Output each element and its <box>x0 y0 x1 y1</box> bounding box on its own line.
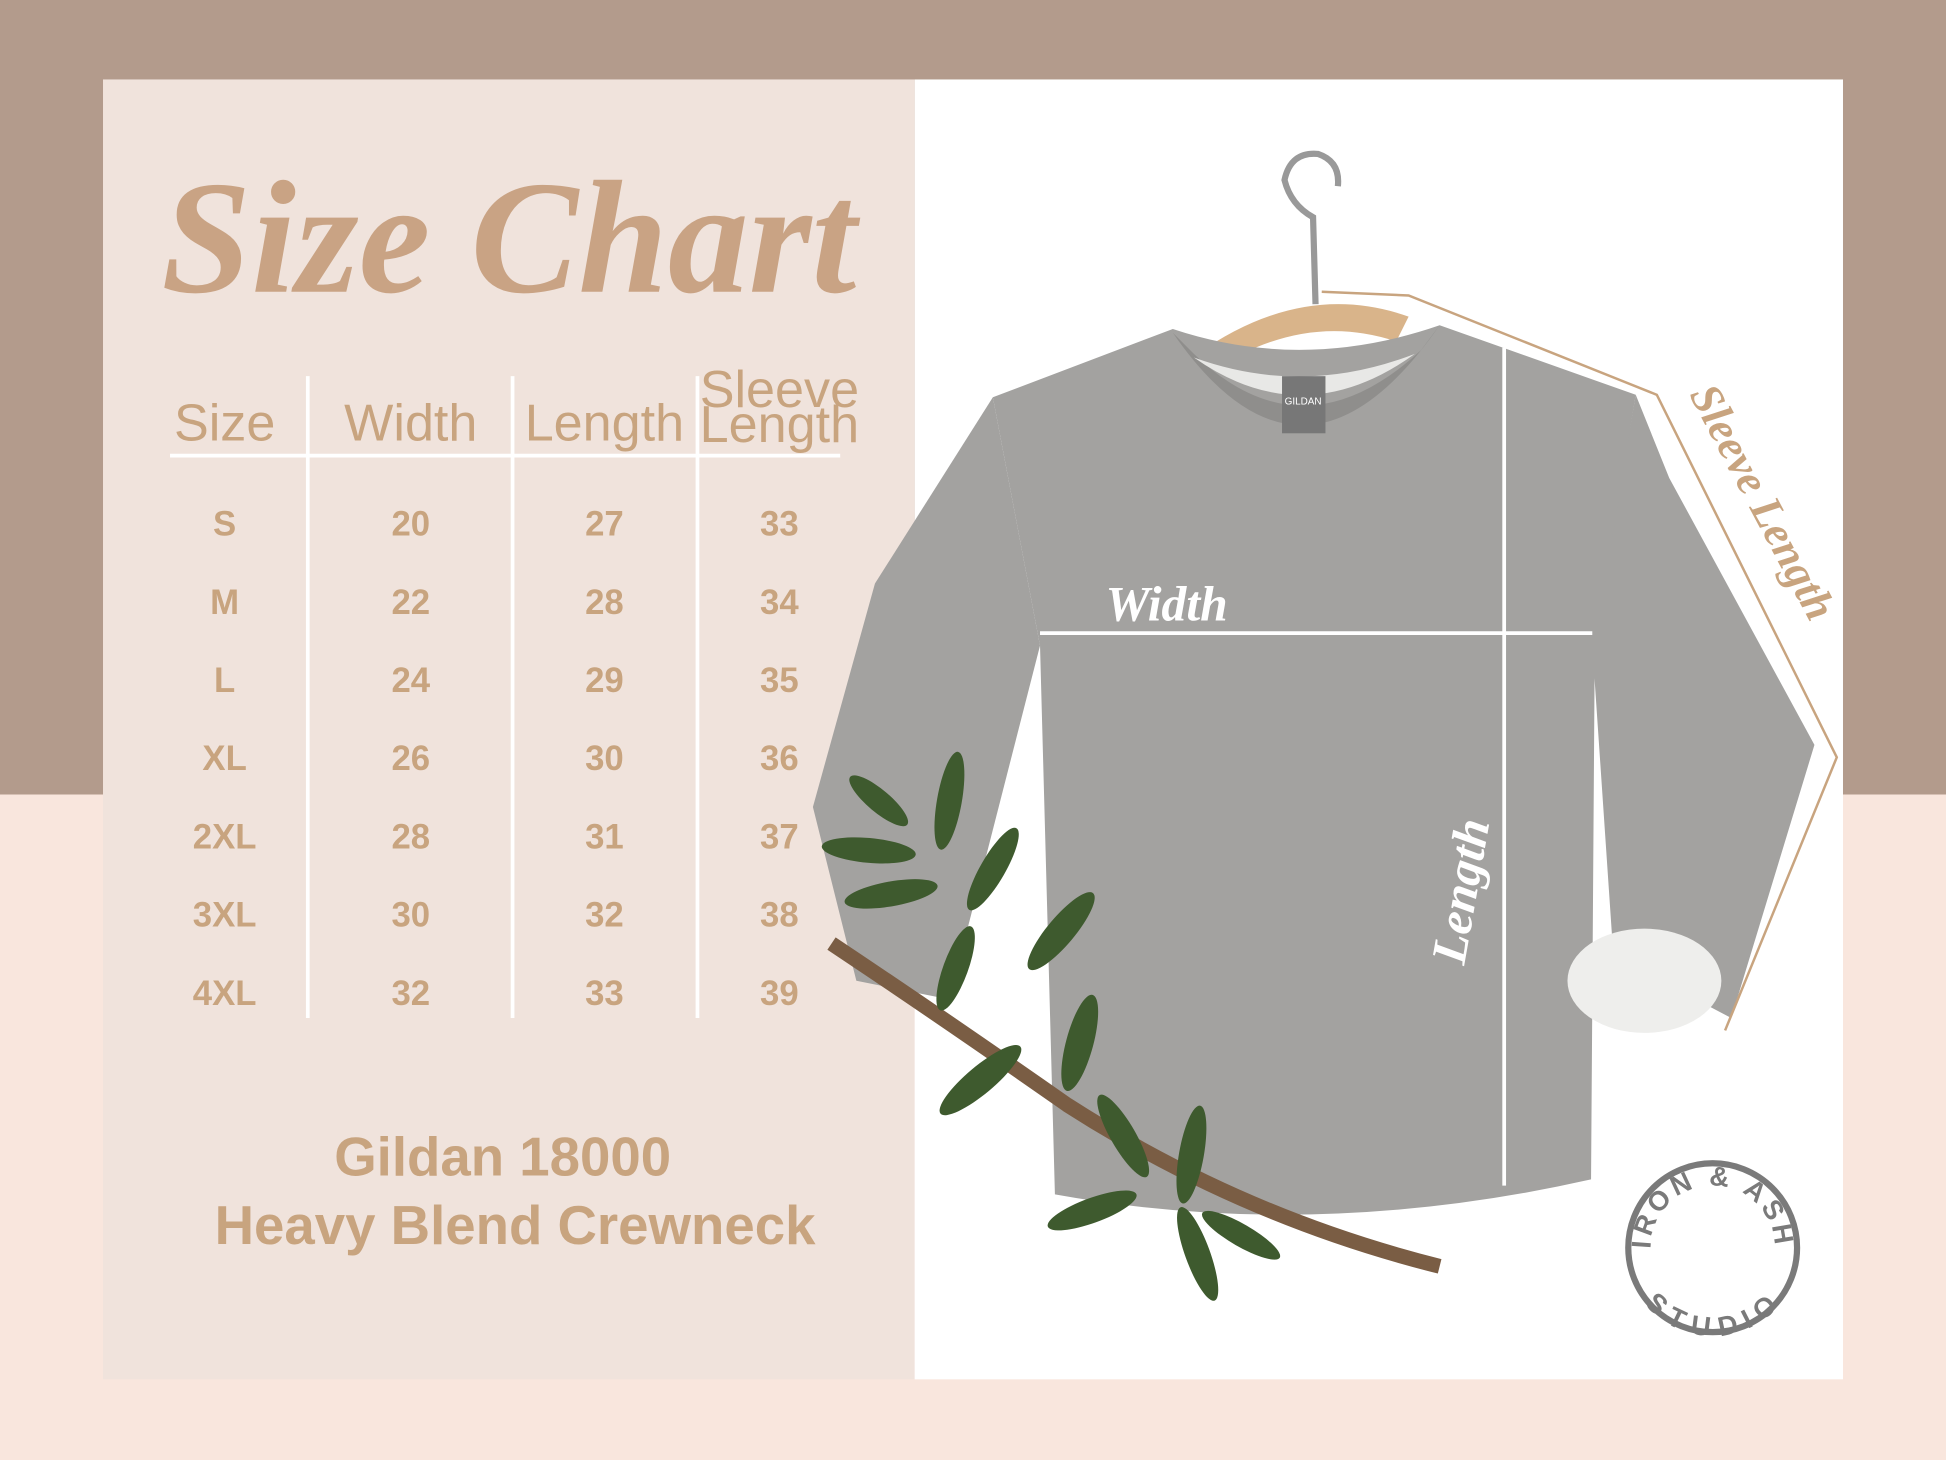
table-cell: 24 <box>391 662 430 700</box>
table-cell: 34 <box>760 584 799 622</box>
table-cell: 3XL <box>193 897 257 935</box>
leaf <box>934 751 965 850</box>
body <box>992 325 1636 1215</box>
table-lines <box>170 376 841 1019</box>
hanger-bar <box>1197 304 1409 373</box>
hanger-hook <box>1281 150 1342 305</box>
table-cell: 36 <box>760 740 799 778</box>
leaf <box>821 837 916 864</box>
footer-line: Heavy Blend Crewneck <box>215 1195 816 1256</box>
leaf <box>844 879 938 909</box>
table-cell: M <box>210 584 239 622</box>
table-cell: L <box>214 662 235 700</box>
leaf <box>1061 994 1099 1091</box>
column-header: Size <box>174 395 275 453</box>
column-header: Width <box>344 395 477 453</box>
table-cell: 28 <box>391 818 430 856</box>
table-cell: 32 <box>585 897 624 935</box>
table-cell: XL <box>202 740 246 778</box>
table-cell: 38 <box>760 897 799 935</box>
header-word: Length <box>700 396 859 454</box>
leaf <box>1047 1190 1137 1231</box>
column-header: Sleeve Length <box>700 361 859 454</box>
table-cell: 32 <box>391 975 430 1013</box>
right-sleeve <box>1592 394 1815 1019</box>
leaf <box>1177 1207 1219 1301</box>
table-cell: 27 <box>585 506 624 544</box>
table-cell: 26 <box>391 740 430 778</box>
header-word: Sleeve <box>700 361 859 419</box>
table-cell: 33 <box>585 975 624 1013</box>
leaf <box>936 926 975 1011</box>
table-cell: 35 <box>760 662 799 700</box>
collar-inside <box>1193 353 1415 396</box>
table-cell: 2XL <box>193 818 257 856</box>
table-cell: 22 <box>391 584 430 622</box>
branch <box>827 937 1442 1274</box>
table-cell: 29 <box>585 662 624 700</box>
table-cell: 28 <box>585 584 624 622</box>
table-cell: 30 <box>585 740 624 778</box>
label-tag <box>1282 376 1326 434</box>
table-cell: 39 <box>760 975 799 1013</box>
tag-text: GILDAN <box>1285 397 1322 408</box>
column-header: Length <box>525 395 684 453</box>
leaf <box>1201 1210 1281 1260</box>
table-cell: S <box>213 506 236 544</box>
cuff <box>1567 928 1722 1033</box>
leaf <box>1176 1105 1207 1204</box>
title: Size Chart <box>161 148 860 327</box>
table-cell: 37 <box>760 818 799 856</box>
leaf <box>939 1044 1022 1116</box>
sleeve-line <box>1321 290 1839 1031</box>
leaf <box>1097 1094 1150 1178</box>
leaf <box>966 827 1019 911</box>
table-cell: 20 <box>391 506 430 544</box>
leaf <box>1027 892 1095 971</box>
table-cell: 31 <box>585 818 624 856</box>
table-panel <box>103 79 915 1380</box>
footer-line: Gildan 18000 <box>334 1127 671 1188</box>
width-label: Width <box>1105 577 1227 632</box>
leaves <box>821 751 1281 1301</box>
table-cell: 30 <box>391 897 430 935</box>
logo-ring <box>1625 1160 1801 1336</box>
table-cell: 33 <box>760 506 799 544</box>
leaf <box>849 775 909 827</box>
collar <box>1172 325 1440 426</box>
table-cell: 4XL <box>193 975 257 1013</box>
